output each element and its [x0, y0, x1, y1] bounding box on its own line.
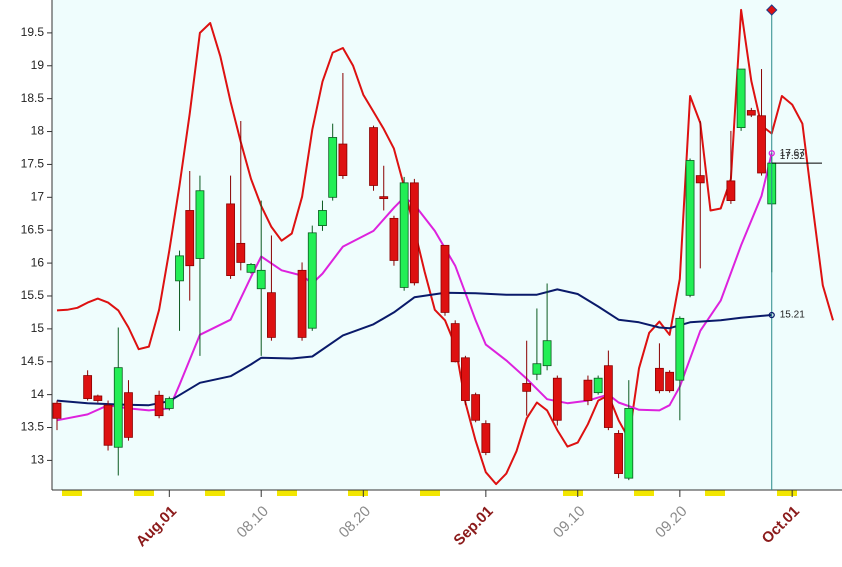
candle-body	[603, 365, 613, 428]
x-tick-label: Aug.01	[133, 503, 180, 550]
candle-body	[440, 244, 450, 313]
candle-body	[379, 196, 389, 200]
y-tick-label: 13.5	[21, 420, 45, 434]
candle-body	[665, 371, 675, 392]
y-tick-label: 16.5	[21, 222, 45, 236]
last-value-label: 15.21	[780, 310, 805, 321]
x-tick-label: 08.20	[336, 503, 375, 542]
candle-body	[185, 210, 195, 267]
candle-body	[124, 392, 133, 438]
candle-body	[675, 317, 685, 381]
candle-body	[52, 402, 62, 419]
candle-body	[164, 398, 174, 409]
candle-body	[757, 115, 766, 174]
candle-body	[655, 367, 664, 392]
candle-body	[175, 255, 184, 282]
y-tick-label: 16	[31, 255, 45, 269]
weekend-marker	[634, 490, 654, 496]
indicator-line	[56, 152, 773, 422]
y-tick-label: 17.5	[21, 157, 45, 171]
candle-body	[256, 269, 266, 290]
x-tick-label: 09.10	[550, 503, 589, 542]
candle-body	[471, 394, 481, 421]
candle-body	[318, 210, 327, 226]
candle-body	[695, 175, 705, 184]
x-tick-label: Sep.01	[450, 503, 496, 549]
candle-body	[481, 423, 491, 453]
candle-body	[236, 242, 246, 263]
candle-body	[154, 394, 164, 417]
candle-body	[389, 217, 399, 261]
candle-body	[736, 68, 746, 128]
candle-body	[461, 357, 470, 401]
x-tick-label: 08.10	[233, 503, 272, 542]
weekend-marker	[62, 490, 82, 496]
weekend-marker	[563, 490, 583, 496]
candle-body	[542, 340, 552, 367]
weekend-marker	[420, 490, 440, 496]
candle-body	[83, 375, 93, 399]
candle-body	[338, 143, 348, 177]
candle-body	[226, 203, 235, 276]
weekend-marker	[134, 490, 154, 496]
y-tick-label: 19.5	[21, 25, 45, 39]
candle-body	[532, 363, 542, 375]
weekend-marker	[705, 490, 725, 496]
candle-body	[369, 127, 378, 186]
candle-body	[307, 232, 317, 329]
candle-body	[746, 110, 756, 116]
candle-body	[726, 180, 736, 202]
indicator-line	[56, 288, 772, 407]
candle-body	[552, 377, 562, 421]
y-tick-label: 14	[31, 387, 45, 401]
candle-body	[614, 433, 623, 474]
candle-body	[195, 190, 205, 259]
weekend-markers	[62, 490, 797, 496]
candle-body	[93, 395, 103, 401]
x-tick-label: 09.20	[652, 503, 691, 542]
y-tick-label: 13	[31, 453, 45, 467]
candle-body	[583, 379, 593, 401]
candle-body	[113, 367, 123, 448]
y-tick-label: 19	[31, 58, 45, 72]
candle-body	[593, 377, 603, 394]
weekend-marker	[277, 490, 297, 496]
candle-body	[297, 269, 307, 338]
candle-body	[450, 323, 460, 363]
candle-body	[103, 404, 113, 446]
y-tick-label: 15	[31, 321, 45, 335]
candle-body	[624, 408, 634, 479]
candle-body	[328, 137, 338, 198]
cursor-marker	[766, 4, 778, 16]
last-value-label: 17.67	[780, 148, 805, 159]
y-tick-label: 14.5	[21, 354, 45, 368]
weekend-marker	[205, 490, 225, 496]
candle-body	[267, 292, 276, 338]
candle-body	[409, 182, 419, 284]
weekend-marker	[777, 490, 797, 496]
y-tick-label: 18.5	[21, 91, 45, 105]
indicator-line	[56, 8, 834, 486]
y-tick-label: 15.5	[21, 288, 45, 302]
candle-body	[685, 160, 695, 296]
candle-body	[246, 264, 256, 273]
y-tick-label: 17	[31, 189, 45, 203]
last-value-label: 17.52	[780, 151, 805, 162]
candle-body	[399, 182, 409, 288]
weekend-marker	[348, 490, 368, 496]
y-tick-label: 18	[31, 124, 45, 138]
candle-body	[522, 383, 532, 392]
last-value-dot	[768, 150, 775, 157]
x-tick-label: Oct.01	[759, 503, 803, 547]
last-value-dot	[768, 311, 775, 319]
